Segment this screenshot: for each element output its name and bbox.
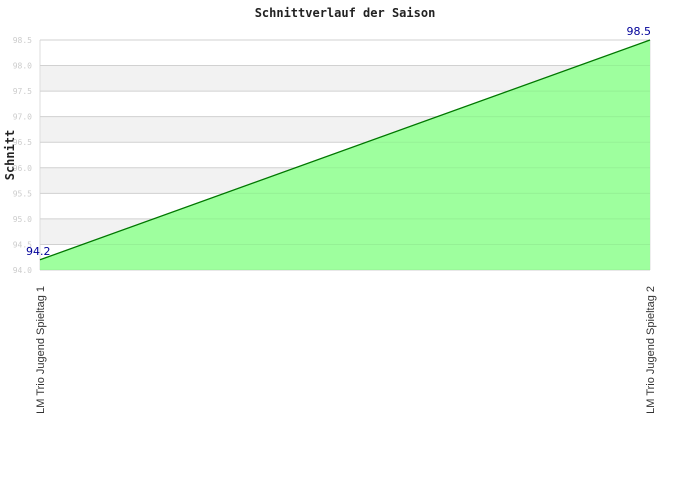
x-tick-label: LM Trio Jugend Spieltag 2 [645,286,657,414]
data-label: 94.2 [26,245,51,258]
y-tick-label: 97.0 [13,113,32,122]
y-tick-label: 94.0 [13,266,32,275]
y-tick-label: 96.5 [13,138,32,147]
y-tick-label: 95.5 [13,189,32,198]
x-tick-label: LM Trio Jugend Spieltag 1 [35,286,47,414]
chart-title: Schnittverlauf der Saison [255,6,436,20]
y-tick-label: 95.0 [13,215,32,224]
area-fill [40,40,650,270]
y-tick-label: 98.5 [13,36,32,45]
y-axis-label: Schnitt [3,130,17,181]
y-tick-label: 94.5 [13,240,32,249]
y-tick-label: 98.0 [13,62,32,71]
y-tick-label: 97.5 [13,87,32,96]
y-tick-label: 96.0 [13,164,32,173]
data-label: 98.5 [627,25,652,38]
series-line [39,39,651,261]
